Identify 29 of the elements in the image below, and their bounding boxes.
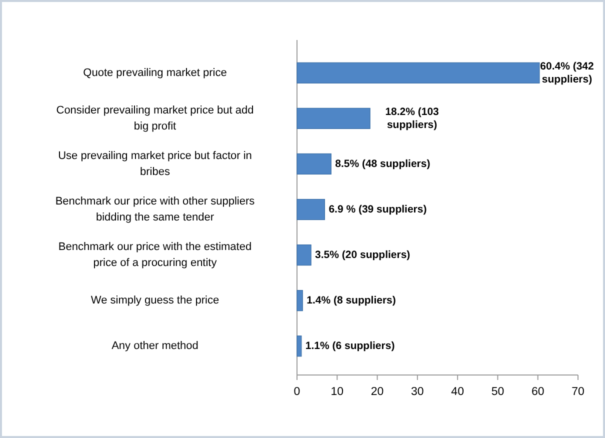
y-tick-label: Quote prevailing market price bbox=[83, 66, 227, 79]
y-tick-label: Benchmark our price with the estimated price of a procuring entity bbox=[58, 240, 252, 269]
x-tick-label: 30 bbox=[411, 386, 424, 398]
y-tick-label: Use prevailing market price but factor in bribes bbox=[58, 150, 252, 178]
x-tick-label: 10 bbox=[330, 386, 344, 398]
y-tick-label: We simply guess the price bbox=[90, 294, 220, 306]
x-tick-label: 20 bbox=[370, 386, 384, 398]
data-label: 18.2% (103 suppliers) bbox=[385, 106, 440, 131]
x-tick-label: 70 bbox=[572, 386, 584, 398]
x-tick-label: 60 bbox=[531, 386, 544, 398]
y-tick-label: Consider prevailing market price but add big profit bbox=[56, 104, 254, 132]
bar bbox=[296, 198, 325, 220]
bar bbox=[296, 62, 540, 84]
bar bbox=[296, 108, 370, 129]
data-label: 60.4% (342 suppliers) bbox=[540, 60, 594, 86]
data-label: 1.1% (6 suppliers) bbox=[305, 340, 395, 352]
bar bbox=[296, 336, 302, 357]
x-tick-label: 40 bbox=[451, 386, 464, 398]
data-label: 6.9 % (39 suppliers) bbox=[328, 203, 427, 216]
x-tick-label: 0 bbox=[294, 386, 300, 398]
y-tick-label: Any other method bbox=[112, 340, 198, 352]
y-tick-label: Benchmark our price with other suppliers bidding the same tender bbox=[55, 195, 256, 224]
data-label: 1.4% (8 suppliers) bbox=[306, 294, 396, 306]
data-label: 8.5% (48 suppliers) bbox=[335, 158, 430, 170]
x-tick-label: 50 bbox=[491, 386, 504, 398]
bar bbox=[296, 153, 332, 175]
bar bbox=[296, 244, 312, 266]
bar bbox=[296, 290, 303, 312]
data-label: 3.5% (20 suppliers) bbox=[315, 248, 410, 261]
